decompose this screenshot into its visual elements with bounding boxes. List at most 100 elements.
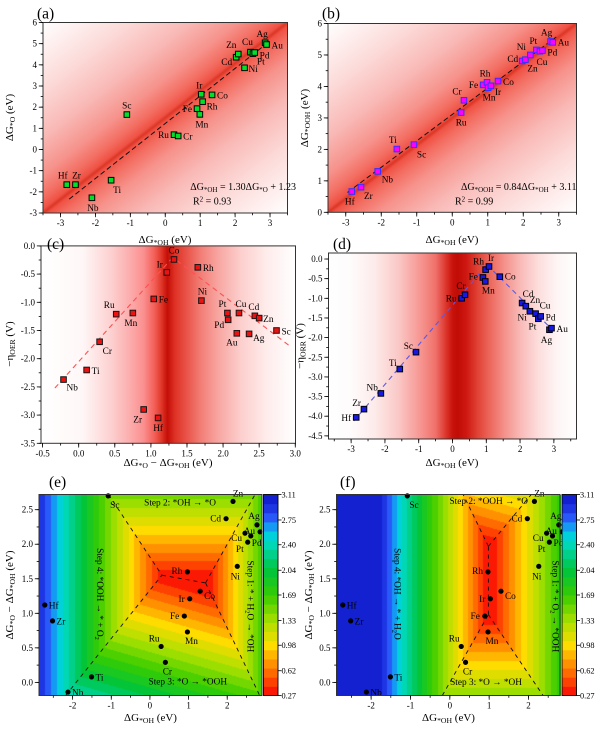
panel-e-line-1 bbox=[65, 574, 163, 696]
point-e-Nb bbox=[65, 689, 71, 695]
panel-e-line-3 bbox=[205, 494, 256, 584]
point-e-Cr bbox=[162, 659, 168, 665]
panel-f-colorbar: 0.27 0.62 0.98 1.33 1.69 2.04 2.40 2.75 3.11 bbox=[561, 490, 595, 700]
svg-text:1.5: 1.5 bbox=[22, 574, 34, 584]
point-label-b-Ti: Ti bbox=[389, 136, 397, 146]
point-label-d-Ru: Ru bbox=[446, 294, 457, 304]
svg-text:-3.0: -3.0 bbox=[21, 410, 36, 420]
svg-text:2.5: 2.5 bbox=[254, 448, 266, 458]
panel-d-background bbox=[328, 253, 577, 439]
panel-f-xlabel: ΔG*OH (eV) bbox=[422, 712, 475, 725]
panel-f-ticks: -2 -1 0 1 2 0.0 0.5 1.0 1.5 2.0 2.5 bbox=[319, 505, 549, 711]
point-c-Pd bbox=[224, 316, 232, 324]
point-label-e-Nb: Nb bbox=[72, 689, 84, 699]
point-f-Nb bbox=[363, 689, 370, 695]
point-a-Hf bbox=[63, 181, 71, 188]
point-label-e-Ti: Ti bbox=[96, 673, 104, 683]
point-b-Co bbox=[494, 77, 502, 85]
svg-text:1: 1 bbox=[186, 701, 191, 711]
svg-text:-2: -2 bbox=[367, 701, 375, 711]
point-label-d-Nb: Nb bbox=[366, 383, 378, 393]
svg-text:2: 2 bbox=[521, 217, 526, 227]
point-b-Au bbox=[549, 39, 557, 46]
svg-text:3.0: 3.0 bbox=[290, 448, 302, 458]
panel-c-xlabel: ΔG*O − ΔG*OH (eV) bbox=[123, 457, 212, 470]
svg-text:0.0: 0.0 bbox=[22, 677, 34, 687]
point-label-c-Rh: Rh bbox=[203, 264, 214, 274]
panel-e: Step 2: *OH → *O Step 3: *O → *OOH Step 4:… bbox=[4, 474, 297, 725]
point-e-Pt bbox=[245, 539, 251, 545]
point-label-b-Zn: Zn bbox=[527, 65, 538, 75]
panel-c-tag: (c) bbox=[47, 236, 64, 253]
point-label-f-Nb: Nb bbox=[370, 689, 382, 699]
point-e-Fe bbox=[181, 613, 187, 619]
svg-text:-0.5: -0.5 bbox=[308, 274, 323, 284]
svg-text:4: 4 bbox=[33, 60, 38, 70]
panel-e-xlabel: ΔG*OH (eV) bbox=[124, 712, 177, 725]
svg-text:2.75: 2.75 bbox=[282, 516, 297, 525]
svg-text:4: 4 bbox=[318, 81, 323, 91]
svg-text:-1.0: -1.0 bbox=[21, 297, 36, 307]
svg-text:2.5: 2.5 bbox=[319, 505, 331, 515]
point-label-f-Cr: Cr bbox=[463, 667, 473, 677]
point-label-a-Ag: Ag bbox=[256, 30, 268, 40]
point-label-a-Cr: Cr bbox=[183, 132, 193, 142]
svg-text:-2.0: -2.0 bbox=[308, 333, 323, 343]
point-label-a-Mn: Mn bbox=[195, 120, 208, 130]
point-label-f-Pt: Pt bbox=[538, 545, 546, 555]
point-label-b-Fe: Fe bbox=[469, 81, 478, 91]
svg-text:6: 6 bbox=[33, 18, 38, 28]
panel-a-line-0 bbox=[68, 42, 268, 200]
panel-c-background bbox=[41, 245, 296, 444]
panel-f-ylabel: ΔG*O − ΔG*OH (eV) bbox=[303, 550, 316, 639]
point-label-f-Au: Au bbox=[546, 527, 558, 537]
point-c-Co bbox=[170, 256, 178, 263]
svg-text:-1.5: -1.5 bbox=[21, 326, 36, 336]
point-e-Mn bbox=[184, 629, 191, 635]
svg-text:-3: -3 bbox=[30, 208, 38, 218]
point-label-d-Zr: Zr bbox=[352, 399, 362, 409]
point-c-Zn bbox=[255, 314, 263, 322]
point-label-d-Ni: Ni bbox=[518, 313, 528, 323]
point-label-c-Zr: Zr bbox=[133, 415, 143, 425]
point-label-d-Cr: Cr bbox=[456, 282, 466, 292]
point-e-Pd bbox=[248, 533, 254, 539]
point-label-a-Cu: Cu bbox=[242, 38, 253, 48]
point-label-d-Ti: Ti bbox=[389, 359, 397, 369]
panel-f-line-3 bbox=[462, 494, 489, 547]
point-label-d-Ir: Ir bbox=[488, 254, 495, 264]
panel-f-region-0: Step 2: *OOH → *O bbox=[450, 497, 529, 507]
svg-text:2: 2 bbox=[518, 444, 523, 454]
point-label-b-Pd: Pd bbox=[547, 49, 557, 59]
svg-text:-2.5: -2.5 bbox=[308, 352, 323, 362]
point-label-c-Au: Au bbox=[226, 338, 238, 348]
svg-text:3.11: 3.11 bbox=[580, 490, 594, 499]
point-c-Ru bbox=[112, 310, 120, 318]
point-e-Cu bbox=[242, 530, 248, 536]
svg-text:1.69: 1.69 bbox=[282, 591, 297, 600]
point-a-Fe bbox=[193, 105, 201, 112]
svg-text:1: 1 bbox=[486, 217, 491, 227]
svg-text:1.0: 1.0 bbox=[319, 608, 331, 618]
svg-text:2.5: 2.5 bbox=[22, 505, 34, 515]
point-label-a-Pt: Pt bbox=[257, 58, 265, 68]
svg-text:2.04: 2.04 bbox=[282, 566, 297, 575]
point-label-e-Cu: Cu bbox=[231, 534, 242, 544]
point-e-Co bbox=[197, 588, 203, 594]
point-b-Zn bbox=[522, 56, 529, 63]
point-label-a-Hf: Hf bbox=[58, 171, 69, 182]
point-label-b-Cu: Cu bbox=[537, 58, 548, 68]
svg-text:0: 0 bbox=[318, 207, 323, 217]
svg-text:-2.0: -2.0 bbox=[21, 354, 36, 364]
point-label-c-Ni: Ni bbox=[198, 288, 208, 298]
svg-text:6: 6 bbox=[318, 19, 323, 29]
svg-text:-2: -2 bbox=[30, 187, 38, 197]
panel-a-ylabel: ΔG*O (eV) bbox=[4, 93, 17, 141]
point-e-Ag bbox=[254, 522, 260, 528]
point-label-e-Cd: Cd bbox=[210, 515, 221, 525]
panel-c-line-1 bbox=[176, 260, 293, 348]
point-label-d-Fe: Fe bbox=[469, 272, 478, 282]
panel-a-r2: R2 = 0.93 bbox=[193, 196, 231, 208]
svg-text:-0.5: -0.5 bbox=[21, 269, 36, 279]
svg-text:-1.5: -1.5 bbox=[308, 313, 323, 323]
